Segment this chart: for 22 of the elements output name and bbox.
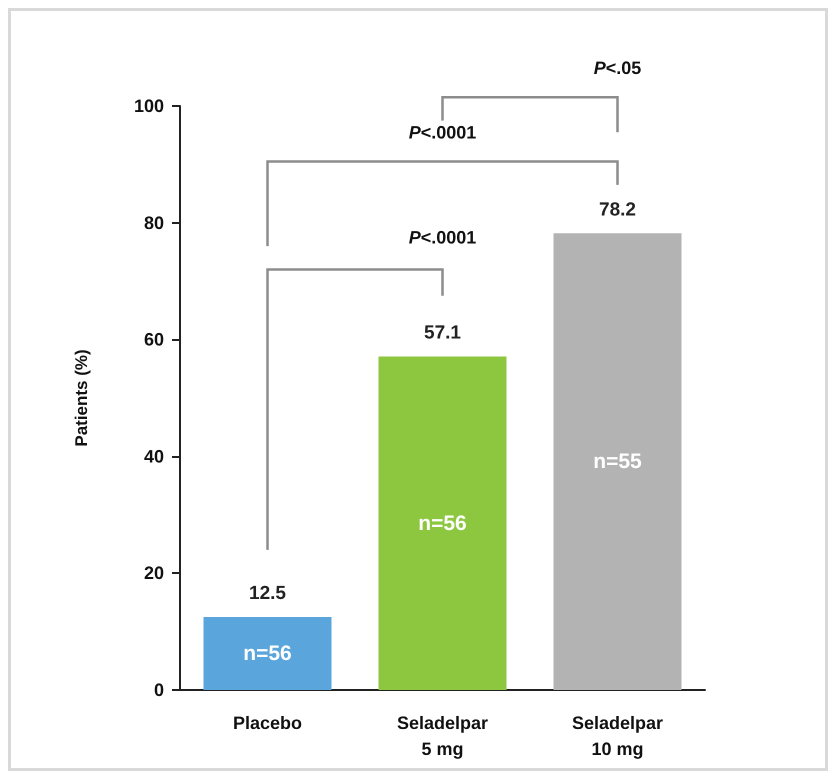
annotation: P<.0001	[408, 227, 476, 248]
x-tick-label: Seladelpar 5 mg	[396, 713, 488, 759]
y-tick-label: 80	[144, 212, 164, 233]
data-label: 57.1	[424, 322, 462, 344]
data-label: 12.5	[249, 583, 286, 604]
annotation: n=56	[418, 512, 467, 535]
x-tick-label: Seladelpar 10 mg	[572, 713, 664, 759]
annotation: P<.0001	[408, 122, 476, 142]
y-tick-label: 0	[154, 680, 164, 700]
y-axis-title: Patients (%)	[72, 349, 91, 447]
annotation: n=55	[593, 450, 642, 474]
y-tick-label: 100	[134, 96, 164, 116]
bar	[204, 617, 332, 690]
y-tick-label: 20	[144, 563, 164, 584]
text: P<.05	[594, 58, 642, 78]
bar	[554, 233, 682, 690]
y-tick-label: 40	[144, 446, 164, 466]
y-tick-label: 60	[144, 330, 164, 350]
bar	[378, 356, 506, 690]
data-label: 78.2	[599, 199, 636, 220]
annotation: n=56	[243, 642, 292, 665]
x-tick-label: Placebo	[232, 713, 302, 733]
